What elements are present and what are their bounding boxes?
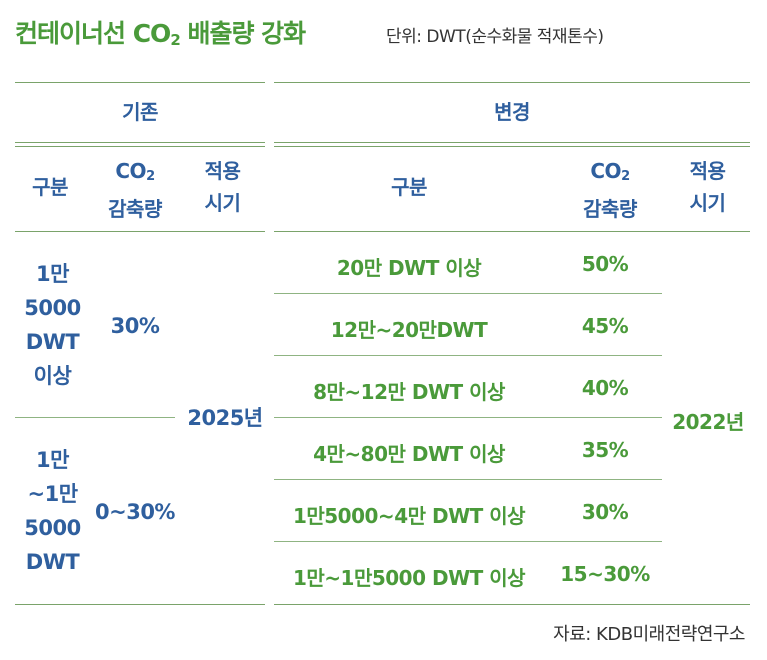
rule-group-changed xyxy=(274,142,750,143)
rule-header-existing xyxy=(15,231,265,232)
rule-top-changed xyxy=(274,82,750,83)
source-note: 자료: KDB미래전략연구소 xyxy=(553,624,745,645)
changed-row-6-category: 1만~1만5000 DWT 이상 xyxy=(292,566,526,590)
rule-changed-row-2 xyxy=(274,355,662,356)
changed-row-2-category: 12만~20만DWT xyxy=(330,318,488,342)
rule-group-existing xyxy=(15,142,265,143)
rule-bottom-changed xyxy=(274,604,750,605)
changed-row-2-reduction: 45% xyxy=(581,314,629,338)
changed-row-1-category: 20만 DWT 이상 xyxy=(336,256,482,280)
col-header-category-changed: 구분 xyxy=(391,175,427,199)
changed-row-4-reduction: 35% xyxy=(581,438,629,462)
existing-row-1-category: 1만 5000 DWT 이상 xyxy=(24,262,81,388)
col-header-category-existing: 구분 xyxy=(32,175,68,199)
col-header-period-changed: 적용 시기 xyxy=(689,159,726,215)
rule-header-changed xyxy=(274,231,750,232)
rule-group-changed-2 xyxy=(274,146,750,147)
existing-row-1-reduction: 30% xyxy=(110,314,160,338)
changed-row-5-reduction: 30% xyxy=(581,500,629,524)
changed-row-3-category: 8만~12만 DWT 이상 xyxy=(313,380,505,404)
changed-row-5-category: 1만5000~4만 DWT 이상 xyxy=(292,504,526,528)
page-title: 컨테이너선 CO2 배출량 강화 xyxy=(15,19,306,49)
existing-period: 2025년 xyxy=(187,406,263,430)
col-header-period-existing: 적용 시기 xyxy=(204,159,241,215)
rule-changed-row-5 xyxy=(274,541,662,542)
rule-changed-row-1 xyxy=(274,293,662,294)
changed-row-3-reduction: 40% xyxy=(581,376,629,400)
col-header-co2-changed: CO2 감축량 xyxy=(583,159,637,221)
group-header-changed: 변경 xyxy=(494,100,530,124)
rule-changed-row-3 xyxy=(274,417,662,418)
rule-bottom-existing xyxy=(15,604,265,605)
group-header-existing: 기존 xyxy=(122,100,158,124)
unit-note: 단위: DWT(순수화물 적재톤수) xyxy=(386,27,604,47)
col-header-co2-existing: CO2 감축량 xyxy=(108,159,162,221)
changed-row-1-reduction: 50% xyxy=(581,252,629,276)
changed-period: 2022년 xyxy=(672,410,744,434)
existing-row-2-category: 1만 ~1만 5000 DWT xyxy=(24,448,81,574)
changed-row-4-category: 4만~80만 DWT 이상 xyxy=(313,442,505,466)
existing-row-2-reduction: 0~30% xyxy=(95,500,175,524)
rule-top-existing xyxy=(15,82,265,83)
rule-group-existing-2 xyxy=(15,146,265,147)
changed-row-6-reduction: 15~30% xyxy=(560,562,650,586)
rule-changed-row-4 xyxy=(274,479,662,480)
rule-existing-row xyxy=(15,417,175,418)
